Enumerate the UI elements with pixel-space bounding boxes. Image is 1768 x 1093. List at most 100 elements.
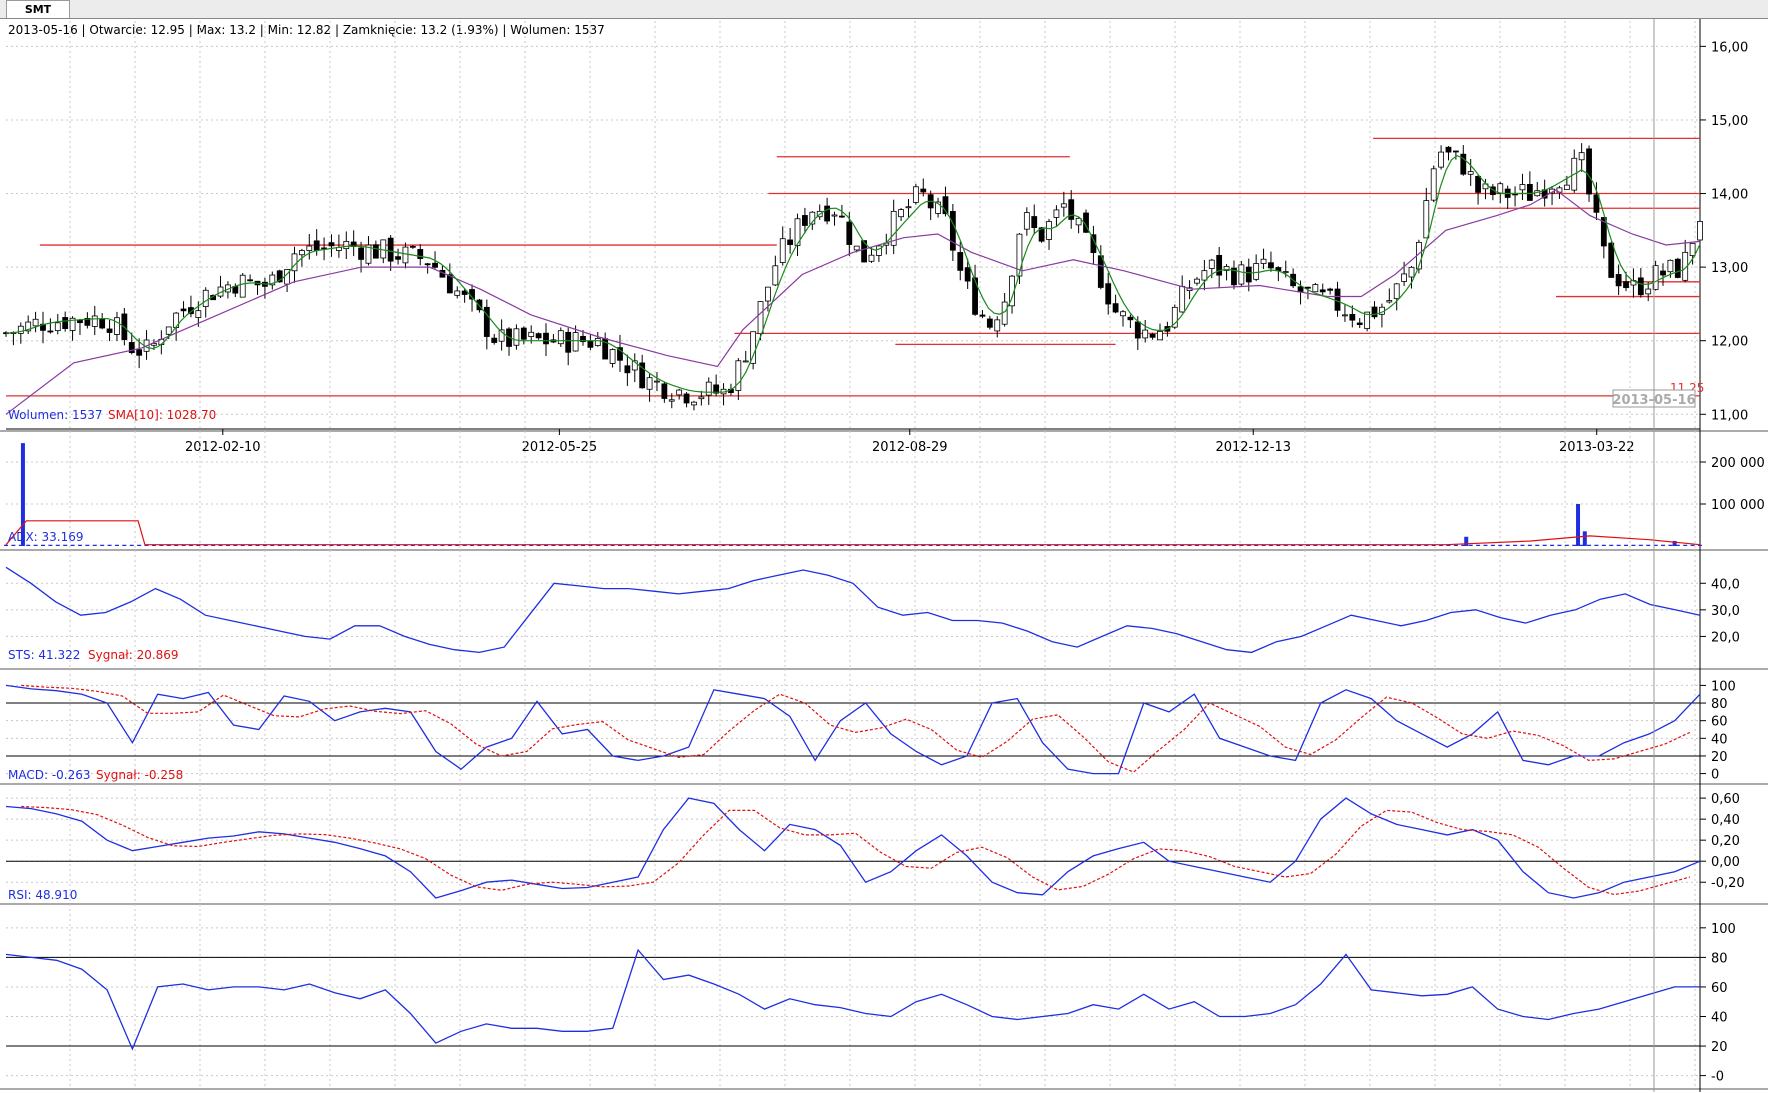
- candle-body: [498, 329, 505, 342]
- candle-body: [986, 318, 993, 328]
- volume-bar: [1624, 544, 1629, 546]
- candle-body: [1674, 258, 1681, 278]
- candle-body: [691, 401, 697, 406]
- candle-body: [1120, 311, 1126, 317]
- volume-bar: [1010, 544, 1015, 546]
- candle-body: [1319, 289, 1326, 293]
- tab-smt[interactable]: SMT: [6, 0, 70, 19]
- volume-bar: [1224, 544, 1229, 546]
- candle-body: [572, 332, 579, 352]
- rsi-y-tick-label: 20: [1711, 1040, 1728, 1055]
- volume-bar: [1157, 544, 1162, 546]
- candle-body: [846, 221, 853, 245]
- volume-bar: [891, 544, 896, 546]
- volume-bar: [1180, 544, 1185, 546]
- candle-body: [543, 332, 549, 345]
- volume-bar: [1505, 544, 1510, 546]
- volume-bar: [1165, 544, 1170, 546]
- candle-body: [861, 240, 867, 263]
- candle-body: [1023, 212, 1030, 230]
- candle-body: [136, 349, 143, 356]
- volume-bar: [507, 544, 512, 546]
- sts-y-tick-label: 0: [1711, 768, 1719, 783]
- volume-bar: [1594, 544, 1599, 546]
- candle-body: [1105, 283, 1112, 305]
- volume-bar: [721, 544, 726, 546]
- volume-bar: [1698, 544, 1702, 546]
- adx-pane: 20,0 30,0 40,0: [5, 550, 1740, 669]
- candle-body: [705, 381, 712, 396]
- candle-body: [365, 244, 372, 264]
- candle-body: [979, 314, 986, 317]
- candle-body: [291, 253, 298, 272]
- volume-y-tick-label: 200 000: [1711, 456, 1765, 471]
- volume-bar: [1535, 544, 1540, 546]
- sts-y-tick-label: 40: [1711, 732, 1728, 747]
- candle-body: [1423, 200, 1430, 239]
- candle-body: [180, 308, 187, 312]
- volume-bar: [802, 544, 807, 546]
- candle-body: [779, 238, 786, 263]
- volume-bar: [1579, 544, 1584, 546]
- volume-bar: [1209, 544, 1214, 546]
- volume-bar: [832, 544, 837, 546]
- adx-line: [5, 566, 1701, 654]
- candle-body: [432, 262, 438, 268]
- rsi-label: RSI: 48.910: [8, 888, 77, 902]
- volume-bar: [566, 544, 571, 546]
- candle-body: [1031, 216, 1038, 229]
- candle-body: [994, 319, 1001, 332]
- macd-signal-label: Sygnał: -0.258: [96, 768, 183, 782]
- candle-body: [1697, 221, 1703, 241]
- volume-bar: [218, 544, 223, 546]
- candle-body: [513, 328, 520, 346]
- volume-bar: [196, 544, 201, 546]
- volume-bar: [1328, 544, 1333, 546]
- volume-bar: [322, 544, 327, 546]
- volume-bar: [551, 544, 556, 546]
- candle-body: [853, 245, 860, 251]
- candle-body: [343, 240, 350, 250]
- candle-body: [395, 256, 401, 260]
- candle-body: [165, 326, 172, 335]
- price-y-tick-label: 15,00: [1711, 114, 1748, 129]
- volume-bar: [987, 544, 992, 546]
- candle-body: [875, 245, 882, 256]
- volume-bar: [1387, 544, 1392, 546]
- volume-bar: [1098, 544, 1103, 546]
- volume-y-tick-label: 100 000: [1711, 498, 1765, 513]
- rsi-line: [5, 948, 1700, 1051]
- volume-bar: [1464, 536, 1469, 546]
- candle-body: [668, 399, 675, 402]
- volume-bar: [1305, 544, 1310, 546]
- volume-bar: [433, 544, 438, 546]
- candle-body: [195, 310, 202, 318]
- volume-bar: [70, 544, 75, 546]
- volume-bar: [1431, 544, 1436, 546]
- price-y-tick-label: 14,00: [1711, 188, 1748, 203]
- candle-body: [676, 389, 683, 396]
- volume-bar: [1520, 544, 1525, 546]
- volume-bar: [1498, 544, 1503, 546]
- volume-bar: [410, 544, 415, 546]
- candle-body: [1386, 300, 1393, 303]
- volume-bar: [1453, 544, 1458, 546]
- candle-body: [1238, 264, 1245, 285]
- volume-bar: [1646, 544, 1651, 546]
- candle-body: [84, 317, 91, 326]
- candle-body: [62, 317, 69, 329]
- price-x-tick-label: 2013-03-22: [1559, 440, 1635, 455]
- stock-chart[interactable]: 2013-05-16 | Otwarcie: 12.95 | Max: 13.2…: [0, 19, 1768, 1092]
- volume-bar: [795, 544, 800, 546]
- candle-body: [1208, 259, 1215, 269]
- volume-bar: [477, 544, 482, 546]
- candle-body: [587, 341, 594, 348]
- volume-bar: [906, 544, 911, 546]
- volume-bar: [1187, 544, 1192, 546]
- candle-body: [1371, 306, 1378, 318]
- macd-signal-line: [21, 805, 1691, 896]
- candle-body: [898, 209, 904, 218]
- volume-bar: [1476, 544, 1481, 546]
- price-candles: [3, 143, 1703, 411]
- volume-bar: [1616, 544, 1621, 546]
